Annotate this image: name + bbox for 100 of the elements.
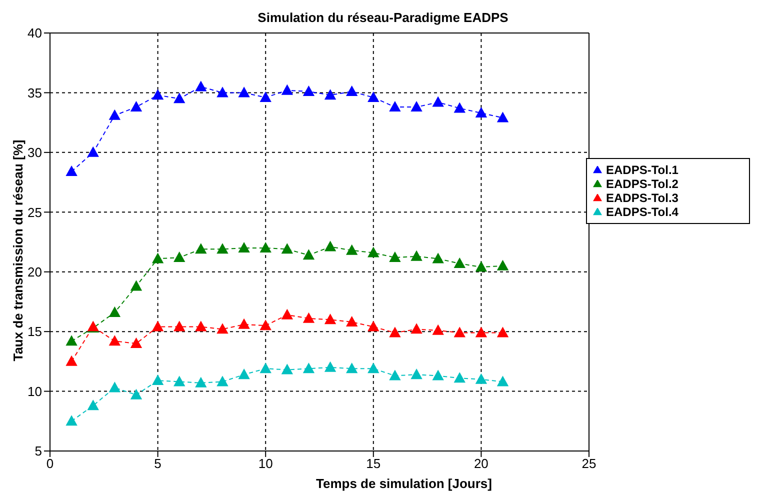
y-tick-label: 20: [28, 264, 42, 280]
point: [324, 241, 336, 252]
chart-title: Simulation du réseau-Paradigme EADPS: [256, 10, 510, 25]
y-tick-label: 30: [28, 145, 42, 160]
y-tick-label: 15: [28, 324, 42, 340]
point: [195, 244, 206, 254]
point: [368, 363, 379, 374]
point: [152, 90, 164, 100]
point: [216, 376, 228, 386]
point: [324, 314, 336, 324]
point: [260, 320, 272, 330]
point: [130, 280, 142, 291]
legend-label: EADPS-Tol.2: [606, 177, 678, 191]
point: [66, 356, 78, 366]
point: [454, 372, 466, 383]
point: [389, 327, 400, 338]
point: [174, 93, 185, 104]
point: [109, 382, 120, 392]
point: [389, 102, 400, 112]
point: [497, 260, 508, 270]
point: [282, 309, 293, 320]
point: [324, 362, 336, 372]
point: [389, 252, 400, 262]
point: [432, 96, 444, 107]
point: [216, 244, 228, 254]
point: [174, 252, 185, 262]
point: [368, 247, 379, 258]
point: [174, 376, 185, 386]
point: [109, 336, 120, 346]
x-axis-title: Temps de simulation [Jours]: [314, 476, 493, 491]
x-tick-label: 20: [474, 456, 488, 472]
point: [282, 244, 293, 254]
x-tick-label: 15: [366, 456, 381, 472]
point: [195, 377, 206, 388]
point: [260, 242, 272, 252]
point: [130, 338, 142, 348]
point: [368, 92, 379, 102]
point: [109, 306, 120, 317]
x-tick-label: 10: [258, 456, 273, 472]
point: [88, 400, 99, 410]
point: [152, 375, 164, 386]
y-tick-label: 10: [28, 384, 42, 399]
y-tick-label: 5: [34, 444, 42, 459]
y-tick-label: 25: [28, 204, 42, 220]
point: [476, 262, 487, 272]
point: [152, 253, 164, 264]
point: [389, 370, 400, 380]
point: [130, 102, 142, 112]
y-tick-label: 40: [28, 26, 42, 41]
point: [346, 363, 358, 374]
point: [411, 369, 422, 380]
point: [303, 86, 314, 96]
point: [303, 250, 314, 260]
y-tick-label: 35: [28, 85, 42, 100]
point: [497, 376, 508, 386]
point: [303, 363, 314, 374]
point: [432, 370, 444, 380]
point: [346, 86, 358, 96]
point: [303, 312, 314, 323]
point: [66, 416, 78, 426]
legend-label: EADPS-Tol.3: [606, 191, 678, 205]
point: [238, 318, 250, 329]
point: [346, 316, 358, 327]
point: [411, 324, 422, 334]
legend-label: EADPS-Tol.1: [606, 163, 678, 177]
point: [497, 112, 508, 122]
point: [66, 166, 78, 176]
point: [454, 102, 466, 113]
point: [368, 321, 379, 332]
point: [346, 244, 358, 255]
point: [109, 110, 120, 120]
legend-label: EADPS-Tol.4: [606, 205, 678, 219]
point: [130, 389, 142, 400]
point: [476, 108, 487, 118]
point: [432, 324, 444, 335]
x-tick-label: 0: [46, 456, 54, 472]
x-tick-label: 5: [154, 456, 162, 472]
point: [282, 364, 293, 374]
point: [88, 146, 99, 157]
point: [174, 321, 185, 332]
point: [476, 327, 487, 338]
point: [216, 324, 228, 334]
point: [238, 242, 250, 252]
point: [432, 253, 444, 264]
point: [238, 369, 250, 380]
y-axis-title: Taux de transmission du réseau [%]: [10, 140, 26, 362]
point: [238, 87, 250, 98]
point: [195, 321, 206, 332]
point: [195, 81, 206, 92]
point: [260, 92, 272, 102]
point: [497, 327, 508, 338]
point: [152, 321, 164, 332]
point: [282, 84, 293, 95]
point: [411, 250, 422, 261]
point: [411, 102, 422, 112]
point: [476, 374, 487, 384]
point: [216, 87, 228, 98]
point: [454, 258, 466, 268]
point: [260, 363, 272, 374]
point: [66, 336, 78, 346]
